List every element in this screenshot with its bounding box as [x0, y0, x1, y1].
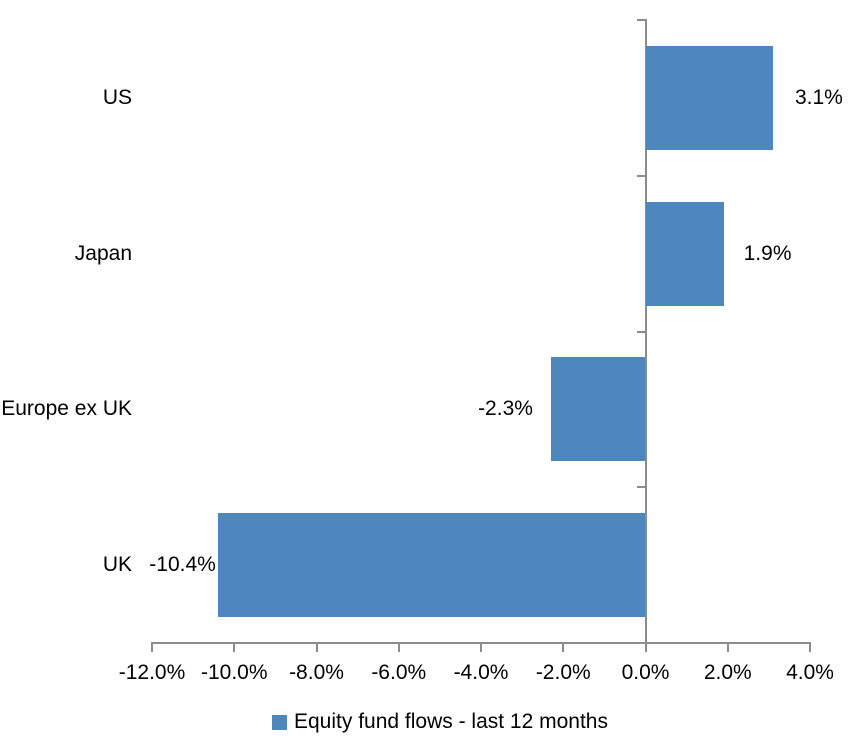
x-tick-label-0-0: 0.0% [621, 661, 670, 684]
x-tick-label-2-0: 2.0% [703, 661, 752, 684]
x-axis-tick-12-0 [151, 642, 153, 652]
x-axis-tick-2-0 [726, 642, 729, 652]
x-tick-label-2-0: -2.0% [535, 661, 591, 684]
bar-europe-ex-uk [550, 357, 646, 462]
y-axis-tick-3 [636, 486, 645, 489]
x-axis-tick-2-0 [562, 642, 565, 652]
data-label-europe-ex-uk: -2.3% [478, 397, 533, 421]
legend: Equity fund flows - last 12 months [272, 707, 608, 737]
x-axis-tick-6-0 [397, 642, 400, 652]
data-label-japan: 1.9% [743, 241, 792, 265]
x-tick-label-12-0: -12.0% [118, 661, 186, 684]
category-label-japan: Japan [74, 241, 132, 265]
x-axis-tick-10-0 [233, 642, 236, 652]
x-axis-tick-8-0 [315, 642, 318, 652]
data-label-uk: -10.4% [149, 553, 216, 577]
y-axis-tick-0 [636, 19, 645, 21]
x-tick-label-8-0: -8.0% [289, 661, 344, 684]
legend-label: Equity fund flows - last 12 months [294, 710, 608, 733]
x-tick-label-4-0: 4.0% [786, 661, 834, 684]
bar-us [645, 45, 773, 150]
category-label-us: US [102, 85, 132, 109]
x-axis-tick-4-0 [809, 642, 811, 652]
y-axis-tick-2 [636, 330, 645, 333]
legend-swatch-icon [272, 714, 287, 730]
x-tick-label-4-0: -4.0% [453, 661, 509, 684]
y-axis-tick-1 [636, 174, 645, 177]
category-label-europe-ex-uk: Europe ex UK [1, 397, 132, 421]
x-axis-tick-4-0 [480, 642, 482, 652]
bar-uk [217, 513, 646, 618]
x-axis-tick-0-0 [644, 642, 647, 652]
y-axis-line [644, 19, 647, 644]
bar-japan [645, 201, 724, 306]
data-label-us: 3.1% [794, 85, 843, 109]
x-tick-label-10-0: -10.0% [200, 661, 268, 684]
x-tick-label-6-0: -6.0% [371, 661, 427, 684]
category-label-uk: UK [102, 553, 132, 577]
